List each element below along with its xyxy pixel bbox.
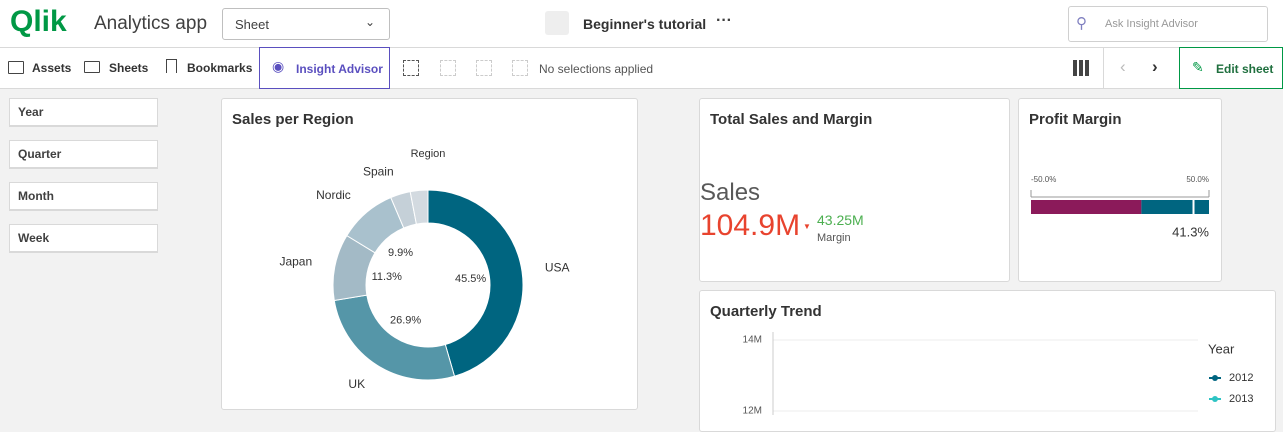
search-icon: ⚲ (1076, 15, 1087, 32)
kpi-secondary-label: Margin (817, 232, 851, 244)
edit-label: Edit sheet (1216, 62, 1274, 76)
assets-icon (8, 61, 24, 74)
kpi-indicator: ▼ (803, 222, 811, 231)
dropdown-label: Sheet (235, 17, 269, 32)
selections-status: No selections applied (539, 62, 654, 76)
insight-label: Insight Advisor (296, 62, 383, 76)
header: Qlik Analytics app Sheet ⌄ Beginner's tu… (0, 0, 1283, 48)
step-forward-icon (476, 60, 492, 76)
filter-box[interactable]: Year (9, 98, 158, 127)
tutorial-icon[interactable] (545, 11, 569, 35)
panel-title: Sales per Region (232, 111, 354, 128)
tutorial-title[interactable]: Beginner's tutorial (583, 16, 707, 32)
insight-advisor-button[interactable]: ◉ Insight Advisor (259, 47, 390, 89)
total-sales-panel: Total Sales and Margin Sales 104.9M ▼ 43… (699, 98, 1010, 282)
quarterly-trend-panel: Quarterly Trend (699, 290, 1276, 432)
filter-box[interactable]: Month (9, 182, 158, 211)
app-name: Analytics app (94, 13, 208, 34)
divider (1103, 48, 1104, 88)
clear-selections-icon (512, 60, 528, 76)
dropdown-caret: ⌄ (365, 15, 376, 29)
profit-margin-panel: Profit Margin (1018, 98, 1222, 282)
sheets-button[interactable]: Sheets (109, 61, 149, 75)
search-box[interactable]: ⚲ Ask Insight Advisor (1068, 6, 1268, 42)
bookmarks-button[interactable]: Bookmarks (187, 61, 253, 75)
step-back-icon (440, 60, 456, 76)
panel-title: Profit Margin (1029, 111, 1122, 128)
more-menu[interactable]: ··· (716, 12, 732, 29)
sales-per-region-panel: Sales per Region (221, 98, 638, 410)
search-placeholder: Ask Insight Advisor (1105, 18, 1198, 30)
filter-box[interactable]: Quarter (9, 140, 158, 169)
bookmarks-icon (166, 59, 177, 73)
assets-button[interactable]: Assets (32, 61, 72, 75)
smart-search-icon[interactable] (403, 60, 419, 76)
grid-icon[interactable] (1073, 60, 1089, 76)
next-sheet[interactable]: › (1152, 57, 1158, 76)
edit-sheet-button[interactable]: ✎ Edit sheet (1179, 47, 1283, 89)
kpi-measure: Sales (700, 179, 761, 206)
logo[interactable]: Qlik (10, 5, 67, 38)
toolbar (0, 48, 1283, 89)
filter-box[interactable]: Week (9, 224, 158, 253)
previous-sheet[interactable]: ‹ (1120, 57, 1126, 76)
kpi-secondary-value: 43.25M (817, 212, 864, 228)
insight-icon: ◉ (272, 58, 285, 74)
edit-icon: ✎ (1192, 59, 1204, 75)
sheets-icon (84, 61, 100, 73)
panel-title: Total Sales and Margin (710, 111, 873, 128)
sheet-dropdown[interactable]: Sheet ⌄ (222, 8, 390, 40)
kpi-value: 104.9M (700, 209, 801, 242)
panel-title: Quarterly Trend (710, 303, 822, 320)
